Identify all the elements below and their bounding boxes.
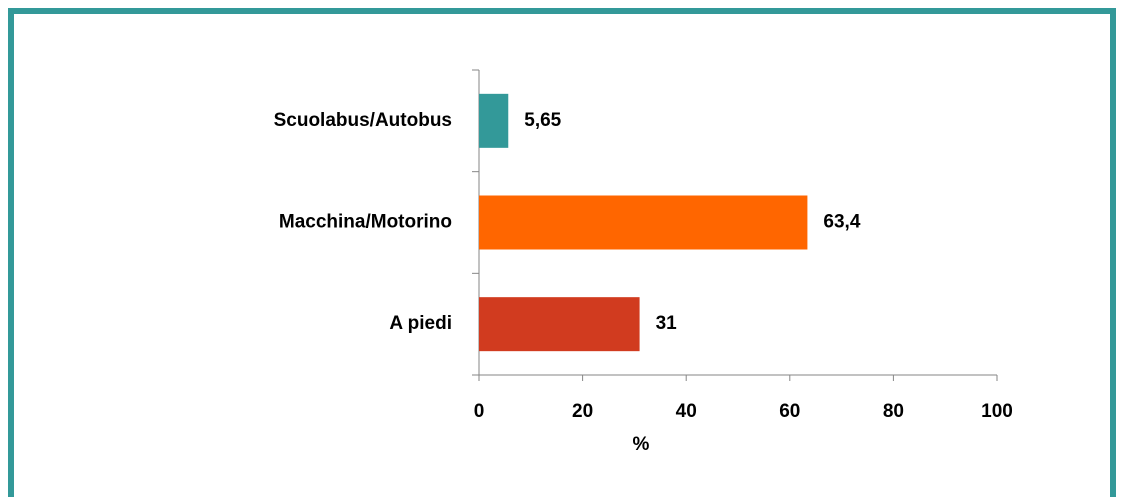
value-label: 63,4: [823, 212, 860, 233]
x-axis-label: %: [633, 434, 650, 455]
x-tick-label: 0: [474, 401, 485, 422]
y-tick-label: Macchina/Motorino: [279, 212, 452, 233]
x-tick-label: 80: [883, 401, 904, 422]
x-tick-label: 40: [676, 401, 697, 422]
value-label: 31: [656, 313, 678, 334]
bar: [479, 297, 640, 352]
bar: [479, 195, 808, 250]
frame: [8, 8, 1116, 497]
x-tick-label: 20: [572, 401, 593, 422]
bar: [479, 93, 509, 148]
x-tick-label: 100: [981, 401, 1013, 422]
x-tick-label: 60: [779, 401, 800, 422]
y-tick-label: Scuolabus/Autobus: [274, 110, 452, 131]
y-tick-label: A piedi: [389, 313, 452, 334]
value-label: 5,65: [524, 110, 561, 131]
